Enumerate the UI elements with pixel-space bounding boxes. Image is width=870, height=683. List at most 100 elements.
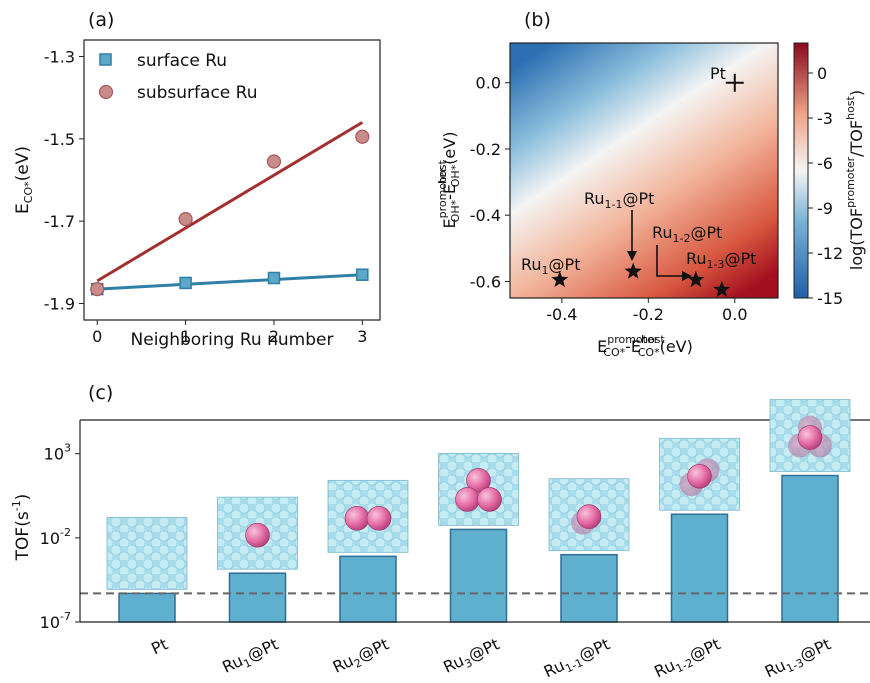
inset-structure-Ru1-2@Pt xyxy=(659,437,740,511)
annotation-arrows xyxy=(631,210,684,277)
c-ytick-label: 10-7 xyxy=(40,610,71,632)
c-ytick-label: 10-2 xyxy=(40,526,71,548)
colorbar xyxy=(793,42,809,299)
inset-structure-Ru2@Pt xyxy=(327,479,409,553)
fit-line-1 xyxy=(96,121,364,283)
a-ytick-label: -1.5 xyxy=(44,130,75,149)
panel-b-frame xyxy=(509,42,779,299)
category-label: Ru1@Pt xyxy=(219,634,282,679)
star-marker xyxy=(713,280,731,297)
panel-b-heatmap: -0.4 -0.2 0.0 0.0 -0.2 -0.4 -0.6 Pt Ru1@Pt Ru1… xyxy=(436,42,866,359)
b-xtick-label: 0.0 xyxy=(722,305,747,324)
label-ru1: Ru1@Pt xyxy=(521,255,580,277)
panel-c-label: (c) xyxy=(88,382,113,404)
heatmap-field xyxy=(510,43,778,298)
ru-atom xyxy=(466,468,491,493)
b-xtick-label: -0.2 xyxy=(633,305,664,324)
label-ru12: Ru1-2@Pt xyxy=(652,223,722,245)
cbar-tick-label: 0 xyxy=(817,64,827,83)
b-ytick-label: -0.4 xyxy=(470,206,501,225)
legend-subsurface-label: subsurface Ru xyxy=(137,83,257,103)
category-label: Ru1-3@Pt xyxy=(762,634,835,683)
a-xtick-label: 0 xyxy=(92,327,102,346)
b-ytick-label: -0.6 xyxy=(470,272,501,291)
panel-a-label: (a) xyxy=(88,9,114,31)
pt-plus-marker xyxy=(725,73,744,92)
bar-Ru1-3@Pt xyxy=(781,474,839,623)
ru-atom xyxy=(344,506,370,531)
inset-structure-Ru1@Pt xyxy=(217,496,298,570)
inset-structure-Pt xyxy=(106,516,188,590)
cbar-tick-label: -12 xyxy=(817,244,843,263)
panel-a-xlabel: Neighboring Ru number xyxy=(131,330,334,350)
bar-Pt xyxy=(118,592,176,623)
a-ytick-label: -1.9 xyxy=(44,295,75,314)
category-label: Ru1-2@Pt xyxy=(651,634,724,683)
category-label: Ru1-1@Pt xyxy=(541,634,614,683)
star-marker xyxy=(551,270,569,288)
label-ru11: Ru1-1@Pt xyxy=(584,189,654,211)
panel-c-ylabel: TOF(s-1) xyxy=(10,494,33,562)
legend-surface-label: surface Ru xyxy=(137,51,227,71)
category-label: Ru2@Pt xyxy=(330,634,393,679)
inset-slab xyxy=(106,516,188,590)
arrowhead-ru12 xyxy=(682,271,692,281)
panel-b-xlabel: Epromoter CO*-Ehost CO*(eV) xyxy=(597,333,693,359)
c-ytick-label: 103 xyxy=(44,442,71,464)
bar-Ru3@Pt xyxy=(449,528,508,623)
subsurface-point xyxy=(266,154,282,169)
star-marker xyxy=(687,270,705,288)
a-ytick-label: -1.3 xyxy=(44,47,75,66)
subsurface-point xyxy=(90,282,105,297)
cbar-tick-label: -15 xyxy=(817,289,843,308)
colorbar-label: log(TOFpromoter/TOFhost) xyxy=(844,90,866,270)
surface-point xyxy=(267,271,281,285)
ru-atom xyxy=(455,487,480,512)
panel-b-label: (b) xyxy=(524,9,551,31)
inset-structure-Ru1-1@Pt xyxy=(548,478,630,552)
category-label: Pt xyxy=(148,634,170,658)
bar-Ru1-2@Pt xyxy=(670,513,729,623)
ru-atom xyxy=(245,522,270,548)
panel-c-bar: 103 10-2 10-7 Pt Ru1@Pt Ru2@Pt Ru3@Pt Ru1-1@Pt… xyxy=(10,399,870,683)
panel-a-legend: surface Ru subsurface Ru xyxy=(98,51,257,103)
bar-Ru1-1@Pt xyxy=(560,553,618,623)
arrow-ru12 xyxy=(656,245,684,277)
a-xtick-label: 1 xyxy=(181,327,191,346)
label-ru13: Ru1-3@Pt xyxy=(686,249,756,271)
bar-Ru1@Pt xyxy=(228,572,287,623)
surface-point xyxy=(356,268,369,281)
inset-structure-Ru3@Pt xyxy=(438,453,519,526)
fit-line-0 xyxy=(97,273,363,291)
colorbar-ticks: 0 -3 -6 -9 -12 -15 xyxy=(808,64,843,308)
ru-atom xyxy=(477,487,502,512)
legend-circle-marker xyxy=(98,84,114,100)
ru-atom xyxy=(687,463,712,489)
ru-atom xyxy=(576,504,602,529)
ru-atom xyxy=(366,506,392,531)
ru-atom xyxy=(797,425,823,450)
a-xtick-label: 3 xyxy=(357,327,367,346)
b-ytick-label: -0.2 xyxy=(470,140,501,159)
legend-square-marker xyxy=(99,53,112,66)
star-marker xyxy=(624,262,642,279)
bar-Ru2@Pt xyxy=(339,555,397,623)
a-ytick-label: -1.7 xyxy=(44,212,75,231)
b-ytick-label: 0.0 xyxy=(476,74,501,93)
panel-a-ylabel: ECO*(eV) xyxy=(13,146,35,214)
b-xtick-label: -0.4 xyxy=(546,305,577,324)
cbar-tick-label: -9 xyxy=(817,199,833,218)
cbar-tick-label: -3 xyxy=(817,109,833,128)
panel-a-frame xyxy=(83,39,381,321)
arrowhead-ru11 xyxy=(627,251,637,261)
label-pt: Pt xyxy=(710,64,726,83)
panel-a-scatter: 0 1 2 3 -1.3 -1.5 -1.7 -1.9 surface Ru subsurfa… xyxy=(13,39,381,350)
inset-structure-Ru1-3@Pt xyxy=(769,399,851,472)
panel-b-ylabel: EpromoterOH*-EhostOH*(eV) xyxy=(436,132,462,229)
cbar-tick-label: -6 xyxy=(817,154,833,173)
a-xtick-label: 2 xyxy=(269,327,279,346)
subsurface-point xyxy=(178,212,193,227)
category-label: Ru3@Pt xyxy=(440,634,503,679)
subsurface-point xyxy=(355,129,370,144)
